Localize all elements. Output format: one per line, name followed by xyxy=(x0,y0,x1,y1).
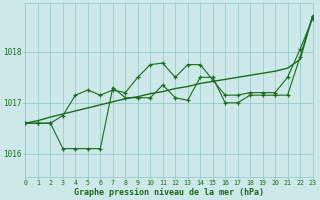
X-axis label: Graphe pression niveau de la mer (hPa): Graphe pression niveau de la mer (hPa) xyxy=(74,188,264,197)
